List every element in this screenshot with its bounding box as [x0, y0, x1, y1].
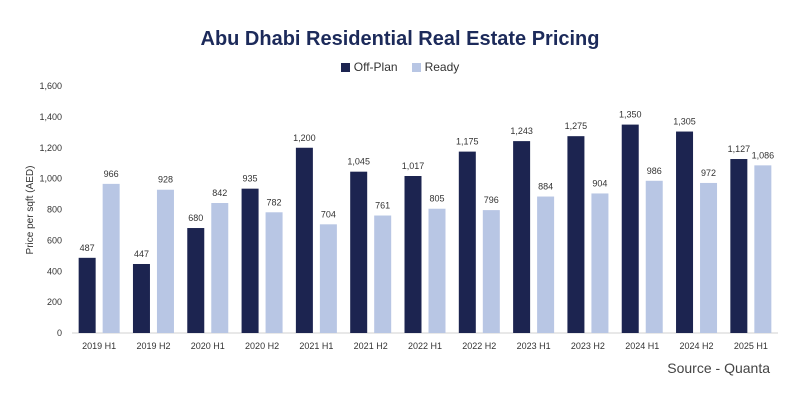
y-tick-label: 1,200 [39, 143, 62, 153]
bar-ready [537, 196, 555, 333]
data-label-off-plan: 1,275 [565, 121, 588, 131]
bar-off-plan [241, 188, 259, 333]
bar-ready [645, 180, 663, 333]
legend-swatch-off-plan [340, 62, 350, 72]
x-tick-label: 2021 H2 [354, 341, 388, 351]
data-label-off-plan: 1,305 [673, 117, 696, 127]
x-tick-label: 2024 H1 [625, 341, 659, 351]
data-labels: 487 966 447 928 680 842 935 782 1,200 704 1,045 761… [80, 110, 774, 259]
bar-off-plan [730, 159, 748, 333]
chart-title: Abu Dhabi Residential Real Estate Pricin… [200, 28, 600, 50]
legend-swatch-ready [411, 62, 421, 72]
source-note: Source - Quanta [667, 360, 770, 376]
legend: Off-Plan Ready [0, 60, 800, 74]
data-label-ready: 966 [104, 169, 119, 179]
data-label-off-plan: 1,243 [510, 126, 533, 136]
data-label-ready: 842 [212, 188, 227, 198]
bar-off-plan [132, 263, 150, 333]
data-label-ready: 782 [267, 197, 282, 207]
bar-ready [319, 224, 337, 333]
y-axis-title: Price per sqft (AED) [25, 166, 36, 255]
bar-ready [374, 215, 392, 333]
bar-off-plan [78, 257, 96, 333]
data-label-off-plan: 680 [188, 213, 203, 223]
x-tick-label: 2025 H1 [734, 341, 768, 351]
bar-off-plan [567, 136, 585, 333]
y-tick-label: 0 [57, 328, 62, 338]
y-tick-label: 800 [47, 205, 62, 215]
bar-ready [211, 203, 229, 333]
x-tick-label: 2022 H2 [462, 341, 496, 351]
y-tick-label: 400 [47, 266, 62, 276]
bar-off-plan [187, 228, 205, 333]
y-axis-ticks: 0 200 400 600 800 1,000 1,200 1,400 1,600 [39, 81, 62, 338]
bar-ready [591, 193, 609, 333]
bar-ready [265, 212, 283, 333]
data-label-ready: 904 [592, 178, 607, 188]
bar-off-plan [621, 124, 639, 333]
bar-ready [156, 189, 174, 333]
x-tick-label: 2024 H2 [680, 341, 714, 351]
bar-ready [102, 183, 120, 333]
data-label-off-plan: 1,045 [347, 157, 370, 167]
x-tick-label: 2023 H1 [517, 341, 551, 351]
data-label-off-plan: 1,017 [402, 161, 425, 171]
data-label-off-plan: 1,175 [456, 137, 479, 147]
data-label-off-plan: 1,127 [728, 144, 751, 154]
bar-off-plan [295, 147, 313, 333]
data-label-off-plan: 935 [243, 174, 258, 184]
bar-off-plan [513, 141, 531, 333]
data-label-off-plan: 487 [80, 243, 95, 253]
data-label-ready: 928 [158, 175, 173, 185]
y-tick-label: 1,400 [39, 112, 62, 122]
x-tick-label: 2021 H1 [299, 341, 333, 351]
legend-item-off-plan: Off-Plan [340, 60, 398, 74]
x-tick-label: 2019 H1 [82, 341, 116, 351]
data-label-off-plan: 1,200 [293, 133, 316, 143]
bar-off-plan [350, 171, 368, 333]
data-label-ready: 972 [701, 168, 716, 178]
legend-label-ready: Ready [424, 60, 460, 74]
x-tick-label: 2022 H1 [408, 341, 442, 351]
bar-off-plan [404, 176, 422, 333]
bar-ready [428, 208, 446, 333]
bar-ready [482, 210, 500, 333]
data-label-ready: 796 [484, 195, 499, 205]
legend-label-off-plan: Off-Plan [353, 60, 398, 74]
data-label-ready: 884 [538, 182, 553, 192]
data-label-off-plan: 447 [134, 249, 149, 259]
bar-off-plan [676, 131, 694, 333]
bar-off-plan [458, 151, 476, 333]
x-tick-label: 2019 H2 [136, 341, 170, 351]
y-tick-label: 1,600 [39, 81, 62, 91]
data-label-off-plan: 1,350 [619, 110, 642, 120]
data-label-ready: 986 [647, 166, 662, 176]
x-tick-label: 2020 H1 [191, 341, 225, 351]
data-label-ready: 704 [321, 209, 336, 219]
data-label-ready: 1,086 [752, 150, 775, 160]
legend-item-ready: Ready [411, 60, 460, 74]
x-tick-label: 2020 H2 [245, 341, 279, 351]
x-axis-ticks: 2019 H1 2019 H2 2020 H1 2020 H2 2021 H1 2021 … [82, 341, 768, 351]
y-tick-label: 600 [47, 235, 62, 245]
bar-ready [700, 182, 718, 333]
y-tick-label: 200 [47, 297, 62, 307]
data-label-ready: 805 [429, 194, 444, 204]
y-tick-label: 1,000 [39, 174, 62, 184]
data-label-ready: 761 [375, 201, 390, 211]
bar-ready [754, 165, 772, 333]
bars [78, 124, 772, 333]
x-tick-label: 2023 H2 [571, 341, 605, 351]
